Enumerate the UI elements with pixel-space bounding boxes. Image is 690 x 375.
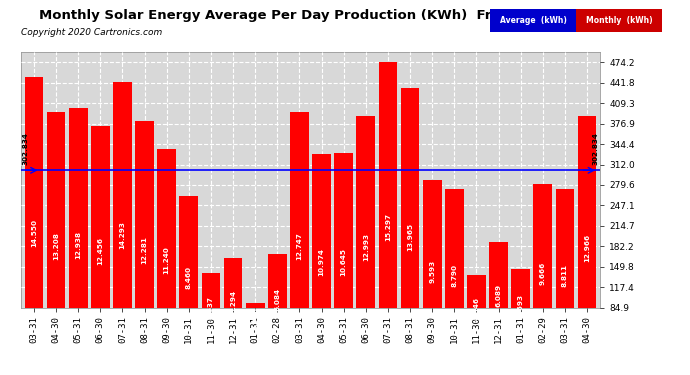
Text: 9.593: 9.593 bbox=[429, 260, 435, 284]
Text: Monthly Solar Energy Average Per Day Production (KWh)  Fri May 1  19:47: Monthly Solar Energy Average Per Day Pro… bbox=[39, 9, 596, 22]
Bar bbox=[246, 303, 264, 361]
Text: 5.294: 5.294 bbox=[230, 290, 236, 313]
Bar bbox=[312, 154, 331, 361]
Bar bbox=[467, 275, 486, 361]
Text: 12.938: 12.938 bbox=[75, 231, 81, 259]
Text: 4.637: 4.637 bbox=[208, 296, 214, 319]
Bar bbox=[135, 121, 154, 361]
Bar bbox=[423, 180, 442, 361]
Bar bbox=[401, 88, 420, 361]
Text: 12.993: 12.993 bbox=[363, 233, 369, 261]
Text: 10.645: 10.645 bbox=[341, 248, 346, 276]
Text: 13.965: 13.965 bbox=[407, 223, 413, 251]
Text: 12.747: 12.747 bbox=[297, 232, 302, 260]
Bar bbox=[489, 242, 508, 361]
Bar bbox=[511, 269, 530, 361]
Text: 6.089: 6.089 bbox=[495, 284, 502, 307]
Text: 4.693: 4.693 bbox=[518, 294, 524, 317]
Text: 12.966: 12.966 bbox=[584, 234, 590, 262]
Text: 302.834: 302.834 bbox=[593, 132, 599, 165]
Bar bbox=[357, 116, 375, 361]
Text: 14.293: 14.293 bbox=[119, 221, 126, 249]
Bar bbox=[555, 189, 574, 361]
Text: 6.084: 6.084 bbox=[275, 288, 280, 311]
Text: 12.456: 12.456 bbox=[97, 237, 104, 265]
Bar bbox=[224, 258, 242, 361]
Text: 8.460: 8.460 bbox=[186, 266, 192, 290]
Text: 14.550: 14.550 bbox=[31, 219, 37, 247]
Text: 9.666: 9.666 bbox=[540, 262, 546, 285]
Bar bbox=[290, 112, 309, 361]
Bar bbox=[578, 116, 596, 361]
Bar bbox=[201, 273, 220, 361]
Text: 302.834: 302.834 bbox=[22, 132, 28, 165]
Bar bbox=[533, 184, 552, 361]
Bar bbox=[47, 111, 66, 361]
Text: Copyright 2020 Cartronics.com: Copyright 2020 Cartronics.com bbox=[21, 28, 162, 37]
Text: 4.546: 4.546 bbox=[473, 297, 480, 320]
Bar bbox=[445, 189, 464, 361]
Bar bbox=[179, 196, 198, 361]
Text: 10.974: 10.974 bbox=[319, 248, 324, 276]
Bar bbox=[334, 153, 353, 361]
Text: 11.240: 11.240 bbox=[164, 246, 170, 274]
Text: 8.790: 8.790 bbox=[451, 264, 457, 287]
Text: Average  (kWh): Average (kWh) bbox=[500, 16, 566, 25]
Bar bbox=[91, 126, 110, 361]
Text: Monthly  (kWh): Monthly (kWh) bbox=[586, 16, 653, 25]
Bar bbox=[268, 254, 287, 361]
Text: 13.208: 13.208 bbox=[53, 232, 59, 260]
Bar bbox=[25, 77, 43, 361]
Text: 15.297: 15.297 bbox=[385, 213, 391, 241]
Text: 2.986: 2.986 bbox=[252, 307, 258, 330]
Bar bbox=[113, 82, 132, 361]
Text: 12.281: 12.281 bbox=[141, 236, 148, 264]
Bar bbox=[379, 63, 397, 361]
Text: 8.811: 8.811 bbox=[562, 264, 568, 287]
Bar bbox=[157, 148, 176, 361]
Bar bbox=[69, 108, 88, 361]
